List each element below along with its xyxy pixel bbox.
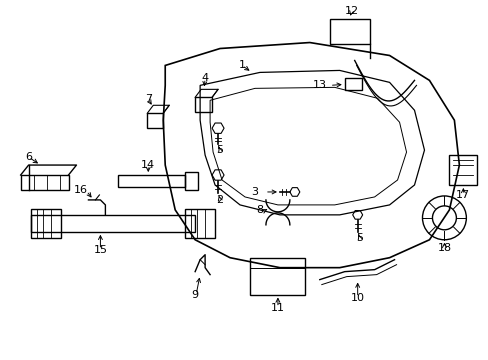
Text: 11: 11 (270, 302, 285, 312)
Text: 3: 3 (251, 187, 258, 197)
Text: 1: 1 (238, 60, 245, 71)
Text: 4: 4 (201, 73, 208, 84)
Text: 14: 14 (141, 160, 155, 170)
Text: 6: 6 (25, 152, 32, 162)
Text: 5: 5 (216, 145, 223, 155)
Text: 10: 10 (350, 293, 364, 302)
Text: 13: 13 (312, 80, 326, 90)
Text: 8: 8 (256, 205, 263, 215)
Text: 15: 15 (93, 245, 107, 255)
Text: 16: 16 (73, 185, 87, 195)
Text: 2: 2 (216, 195, 223, 205)
Text: 12: 12 (344, 6, 358, 15)
Text: 9: 9 (191, 289, 198, 300)
Text: 7: 7 (144, 94, 152, 104)
Text: 5: 5 (355, 233, 363, 243)
Text: 18: 18 (436, 243, 450, 253)
Text: 17: 17 (455, 190, 469, 200)
